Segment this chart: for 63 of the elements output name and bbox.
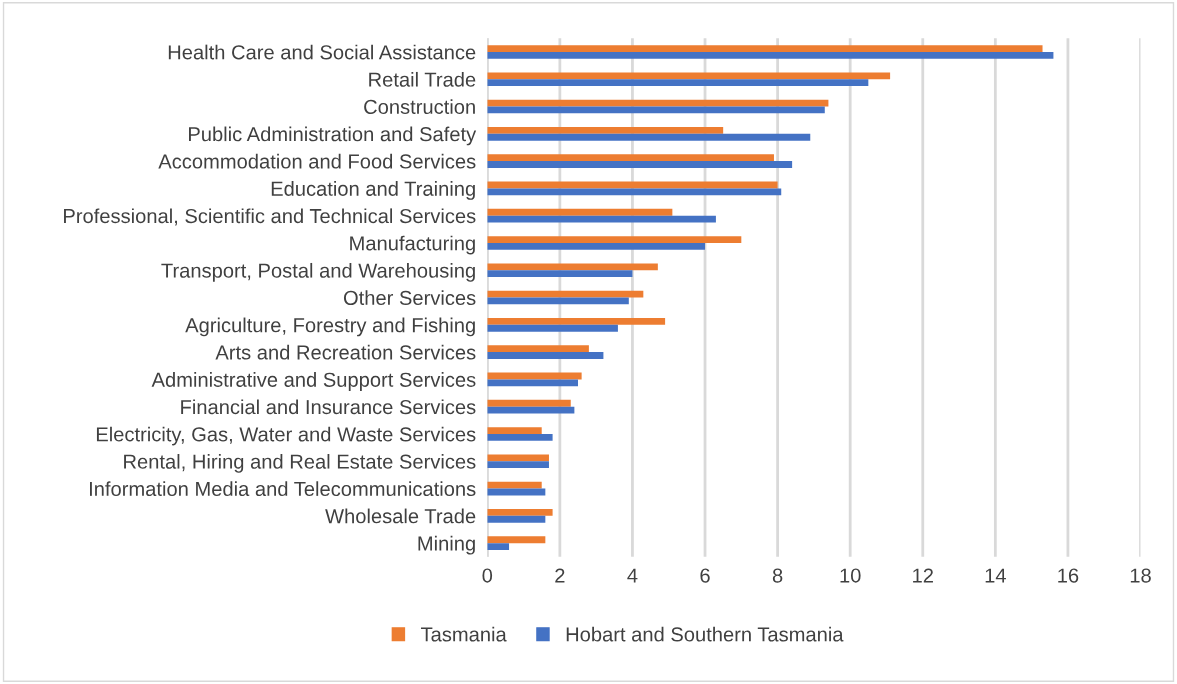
x-tick-label: 16 [1058, 568, 1079, 583]
bar [487, 188, 782, 196]
x-tick-label: 8 [772, 568, 783, 583]
bar [487, 45, 1043, 52]
bar [487, 133, 811, 141]
bar [487, 51, 1054, 59]
bar [487, 290, 644, 298]
bar [487, 236, 742, 243]
x-tick-label: 6 [700, 568, 710, 583]
bar [487, 481, 542, 489]
y-tick-label: Agriculture, Forestry and Fishing [185, 317, 475, 337]
y-tick-label: Transport, Postal and Warehousing [161, 262, 475, 282]
y-tick-label: Retail Trade [369, 71, 476, 87]
bar [487, 352, 604, 359]
y-tick-label: Rental, Hiring and Real Estate Services [124, 453, 476, 473]
x-tick-label: 0 [482, 568, 493, 583]
y-tick-label: Health Care and Social Assistance [168, 44, 476, 60]
bar [487, 126, 724, 134]
bar [487, 399, 571, 407]
y-tick-label: Other Services [343, 290, 476, 306]
bar [487, 242, 706, 250]
bar [487, 324, 618, 332]
bar [487, 406, 575, 414]
bar [487, 461, 549, 469]
bar [487, 154, 774, 162]
y-tick-label: Accommodation and Food Services [158, 153, 476, 169]
bar [487, 515, 546, 523]
bar [487, 263, 658, 271]
x-tick-label: 4 [627, 568, 638, 583]
x-tick-label: 18 [1130, 568, 1151, 583]
y-tick-label: Electricity, Gas, Water and Waste Services [96, 426, 476, 446]
y-tick-label: Wholesale Trade [325, 508, 476, 524]
x-tick-label: 2 [555, 568, 565, 583]
bar [487, 427, 542, 434]
bar [487, 72, 891, 80]
x-tick-label: 12 [913, 568, 933, 583]
bar [487, 99, 829, 107]
y-tick-label: Financial and Insurance Services [181, 399, 476, 415]
legend-label: Hobart and Southern Tasmania [566, 626, 844, 642]
legend-label: Tasmania [421, 626, 507, 642]
y-tick-label: Education and Training [271, 181, 475, 200]
bar [487, 433, 553, 441]
y-tick-label: Public Administration and Safety [189, 126, 477, 146]
bar [487, 454, 549, 462]
x-tick-label: 10 [840, 568, 861, 583]
x-tick-label: 14 [985, 568, 1006, 583]
bar [487, 536, 546, 544]
y-tick-label: Information Media and Telecommunications [89, 481, 476, 497]
bar [487, 208, 673, 216]
bar [487, 543, 510, 550]
bar [487, 161, 793, 168]
bar [487, 509, 553, 516]
y-tick-label: Manufacturing [350, 235, 475, 255]
y-tick-label: Mining [418, 535, 475, 555]
bar [487, 79, 869, 87]
y-tick-label: Arts and Recreation Services [215, 344, 476, 360]
bar [487, 318, 666, 325]
bar [487, 345, 589, 353]
y-tick-label: Administrative and Support Services [151, 372, 476, 391]
y-tick-label: Construction [364, 99, 475, 115]
y-tick-label: Professional, Scientific and Technical Services [64, 208, 476, 226]
bar [487, 270, 633, 278]
bar [487, 379, 579, 387]
